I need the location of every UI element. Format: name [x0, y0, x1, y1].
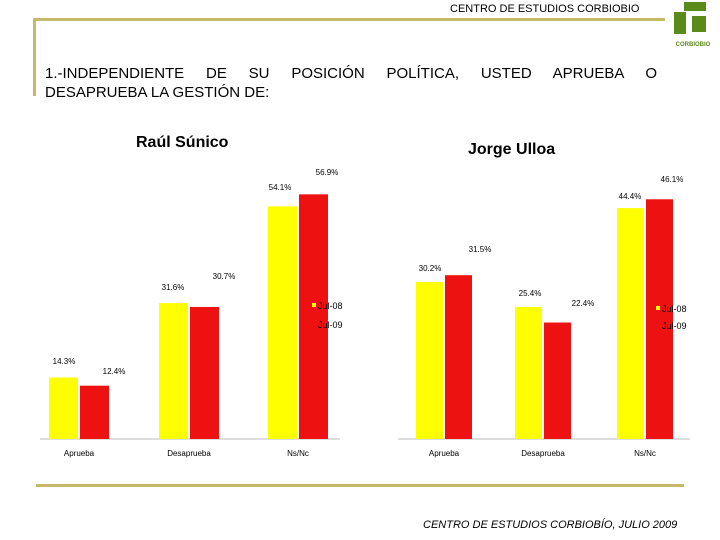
question-line-2: DESAPRUEBA LA GESTIÓN DE:: [45, 84, 270, 101]
legend-label-sunico-jul09: Jul-09: [318, 320, 343, 330]
tick-label-sunico-nsnc: Ns/Nc: [287, 449, 309, 458]
tick-label-sunico-aprueba: Aprueba: [64, 449, 95, 458]
bar-ulloa-nsnc-jul-08: [617, 208, 644, 439]
chart-title-ulloa: Jorge Ulloa: [468, 141, 556, 158]
header-rule-left: [33, 18, 36, 96]
chart-title-sunico: Raúl Súnico: [136, 134, 229, 151]
tick-label-sunico-desaprueba: Desaprueba: [167, 449, 211, 458]
bar-ulloa-aprueba-jul-08: [416, 281, 443, 439]
footer-text: CENTRO DE ESTUDIOS CORBIOBÍO, JULIO 2009: [423, 519, 678, 531]
data-label-ulloa-nsnc-jul-09: 46.1%: [661, 175, 684, 184]
logo-block-top: [684, 2, 706, 11]
tick-label-ulloa-aprueba: Aprueba: [429, 449, 460, 458]
data-label-sunico-aprueba-jul-08: 14.3%: [53, 357, 76, 366]
legend-label-ulloa-jul08: Jul-08: [662, 304, 687, 314]
bar-sunico-aprueba-jul-08: [49, 377, 78, 439]
header-title: CENTRO DE ESTUDIOS CORBIOBIO: [450, 3, 640, 15]
legend-swatch-sunico-jul09: [312, 322, 316, 326]
data-label-sunico-aprueba-jul-09: 12.4%: [103, 367, 126, 376]
logo-block-left: [674, 12, 686, 34]
data-label-ulloa-desaprueba-jul-09: 22.4%: [572, 299, 595, 308]
data-label-ulloa-desaprueba-jul-08: 25.4%: [519, 289, 542, 298]
corbiobio-logo: CORBIOBIO: [674, 2, 711, 48]
bar-ulloa-nsnc-jul-09: [646, 199, 673, 439]
bar-sunico-aprueba-jul-09: [80, 385, 109, 439]
question-text: 1.-INDEPENDIENTE DE SU POSICIÓN POLÍTICA…: [45, 64, 657, 102]
tick-label-ulloa-nsnc: Ns/Nc: [634, 449, 656, 458]
data-label-sunico-desaprueba-jul-08: 31.6%: [162, 283, 185, 292]
logo-text: CORBIOBIO: [676, 42, 711, 48]
legend-swatch-ulloa-jul08: [656, 306, 660, 310]
bar-ulloa-desaprueba-jul-08: [515, 306, 542, 439]
tick-label-ulloa-desaprueba: Desaprueba: [521, 449, 565, 458]
logo-block-right: [692, 16, 706, 32]
data-label-ulloa-nsnc-jul-08: 44.4%: [619, 192, 642, 201]
data-label-sunico-desaprueba-jul-09: 30.7%: [213, 272, 236, 281]
legend-swatch-ulloa-jul09: [656, 323, 660, 327]
bar-sunico-desaprueba-jul-08: [159, 303, 188, 439]
data-label-sunico-nsnc-jul-09: 56.9%: [316, 168, 339, 177]
bar-ulloa-aprueba-jul-09: [445, 275, 472, 439]
bar-sunico-desaprueba-jul-09: [190, 306, 219, 439]
footer-rule: [36, 484, 684, 487]
bar-ulloa-desaprueba-jul-09: [544, 322, 571, 439]
question-line-1: 1.-INDEPENDIENTE DE SU POSICIÓN POLÍTICA…: [45, 65, 657, 82]
header-rule: [33, 18, 665, 21]
bar-sunico-nsnc-jul-09: [299, 194, 328, 439]
legend-label-sunico-jul08: Jul-08: [318, 301, 343, 311]
data-label-ulloa-aprueba-jul-08: 30.2%: [419, 264, 442, 273]
legend-label-ulloa-jul09: Jul-09: [662, 321, 687, 331]
legend-swatch-sunico-jul08: [312, 303, 316, 307]
data-label-sunico-nsnc-jul-08: 54.1%: [269, 183, 292, 192]
data-label-ulloa-aprueba-jul-09: 31.5%: [469, 245, 492, 254]
bar-sunico-nsnc-jul-08: [268, 206, 297, 439]
